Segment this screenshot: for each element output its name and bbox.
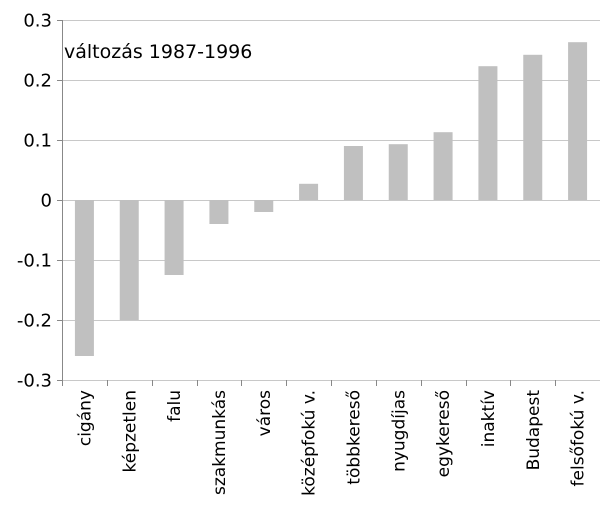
chart-annotation: változás 1987-1996 [64,41,252,63]
y-tick-label: 0.1 [23,131,52,152]
category-label: cigány [75,390,95,446]
category-label: felsőfokú v. [569,390,589,486]
y-axis: 0.3 0.2 0.1 0 -0.1 -0.2 -0.3 [17,11,63,392]
category-label: város [255,390,275,436]
category-label: nyugdíjas [389,390,409,472]
bar-1 [119,200,139,320]
category-label: képzetlen [120,390,140,473]
x-axis: cigány képzetlen falu szakmunkás város középf… [62,380,589,496]
bar-7 [388,144,408,200]
grid-lines [62,20,600,381]
category-label: falu [165,390,185,422]
bar-9 [478,66,498,200]
y-tick-label: -0.1 [17,251,52,272]
category-label: középfokú v. [300,390,320,496]
bar-6 [343,146,363,200]
y-tick-label: 0.2 [23,71,52,92]
bar-5 [299,183,319,200]
y-tick-label: -0.3 [17,371,52,392]
category-label: egykereső [434,390,454,477]
bars [74,42,588,356]
bar-11 [568,42,588,201]
bar-2 [164,200,184,275]
bar-10 [523,54,543,200]
bar-3 [209,200,229,224]
bar-0 [74,200,94,356]
bar-8 [433,132,453,200]
category-label: szakmunkás [210,390,230,495]
category-label: többkereső [344,390,364,485]
y-tick-label: 0.3 [23,11,52,32]
y-tick-label: 0 [41,191,52,212]
y-tick-label: -0.2 [17,311,52,332]
bar-4 [254,200,274,212]
category-label: Budapest [524,390,544,471]
category-label: inaktív [479,390,499,447]
